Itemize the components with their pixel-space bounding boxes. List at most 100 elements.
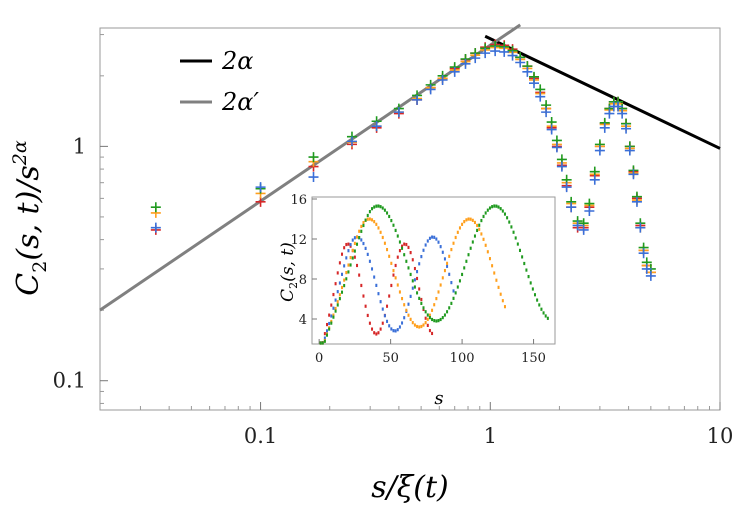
inset-data-point [375, 204, 378, 208]
inset-data-point [478, 227, 481, 231]
main-data-point [617, 108, 628, 119]
inset-data-point [338, 297, 341, 301]
inset-data-point [407, 266, 410, 270]
inset-data-point [418, 262, 421, 266]
fit-line-2alpha [484, 34, 721, 150]
inset-data-point [439, 245, 442, 249]
inset-data-point [422, 323, 425, 327]
inset-data-point [416, 270, 419, 274]
inset-data-point [456, 230, 459, 234]
inset-data-point [508, 220, 511, 224]
inset-data-point [418, 287, 421, 291]
inset-data-point [452, 289, 455, 293]
inset-data-point [326, 333, 329, 337]
inset-data-point [491, 264, 494, 268]
inset-data-point [386, 304, 389, 308]
inset-data-point [358, 229, 361, 233]
inset-data-point [386, 247, 389, 252]
inset-data-point [373, 220, 376, 224]
inset-data-point [336, 303, 339, 307]
inset-data-point [458, 279, 461, 283]
inset-data-point [482, 237, 485, 241]
main-data-point [613, 101, 624, 112]
inset-data-point [403, 242, 406, 246]
main-ylabel: C2(s, t)/s2α [9, 140, 51, 296]
inset-data-point [448, 254, 451, 258]
main-data-point [308, 172, 319, 183]
inset-data-point [441, 276, 444, 280]
main-data-point [635, 222, 646, 233]
main-data-point [460, 58, 471, 69]
inset-data-point [371, 327, 374, 331]
inset-data-point [394, 276, 397, 280]
inset-data-point [368, 217, 371, 221]
main-ytick-label: 1 [73, 134, 86, 158]
inset-data-point [493, 271, 496, 275]
inset-data-point [471, 240, 474, 244]
inset-data-point [413, 285, 416, 289]
inset-data-point [401, 296, 404, 301]
inset-data-point [394, 263, 397, 268]
inset-data-point [450, 281, 453, 285]
inset-data-point [411, 321, 414, 325]
inset-data-point [486, 250, 489, 254]
inset-data-point [330, 319, 333, 324]
main-data-point [437, 74, 448, 85]
inset-data-point [431, 331, 434, 336]
main-data-point [515, 57, 526, 68]
inset-data-point [420, 254, 423, 259]
main-data-point [551, 142, 562, 153]
inset-data-point [484, 243, 487, 247]
inset-data-point [343, 264, 346, 268]
inset-data-point [364, 246, 367, 250]
inset-data-point [390, 327, 393, 331]
main-data-point [645, 270, 656, 281]
inset-data-point [538, 303, 541, 307]
main-data-point [393, 107, 404, 118]
inset-data-point [398, 325, 401, 329]
inset-data-point [495, 204, 498, 208]
main-data-point [624, 145, 635, 156]
inset-data-point [465, 259, 468, 263]
inset-data-point [360, 229, 363, 233]
inset-data-point [546, 316, 549, 320]
inset-data-point [435, 237, 438, 241]
inset-data-point [373, 275, 376, 279]
inset-data-point [467, 217, 470, 221]
main-xtick-label: 0.1 [244, 424, 277, 448]
inset-data-point [351, 248, 354, 252]
inset-data-point [341, 285, 344, 290]
main-data-point [599, 122, 610, 133]
inset-data-point [373, 331, 376, 335]
inset-data-point [454, 235, 457, 240]
inset-data-point [362, 223, 365, 228]
inset-data-point [362, 241, 365, 246]
inset-xtick-label: 0 [315, 351, 323, 366]
inset-data-point [332, 306, 335, 310]
main-data-point [541, 107, 552, 118]
inset-data-point [345, 242, 348, 247]
inset-data-point [413, 278, 416, 282]
inset-data-point [336, 271, 339, 275]
inset-data-point [396, 328, 399, 332]
inset-data-point [420, 297, 423, 302]
inset-data-point [411, 286, 414, 290]
inset-data-point [364, 304, 367, 308]
inset-data-point [403, 316, 406, 320]
inset-data-point [411, 258, 414, 262]
main-data-point [255, 196, 266, 207]
inset-data-point [486, 208, 489, 212]
inset-data-point [521, 255, 524, 259]
inset-data-point [413, 323, 416, 327]
inset-data-point [392, 273, 395, 277]
inset-data-point [375, 222, 378, 226]
main-data-point [594, 145, 605, 156]
inset-data-point [407, 302, 410, 306]
inset-data-point [332, 292, 335, 297]
inset-data-point [441, 250, 444, 254]
inset-data-point [401, 321, 404, 325]
main-data-point [535, 91, 546, 102]
inset-data-point [396, 283, 399, 287]
inset-data-point [439, 317, 442, 322]
inset-data-point [467, 253, 470, 257]
